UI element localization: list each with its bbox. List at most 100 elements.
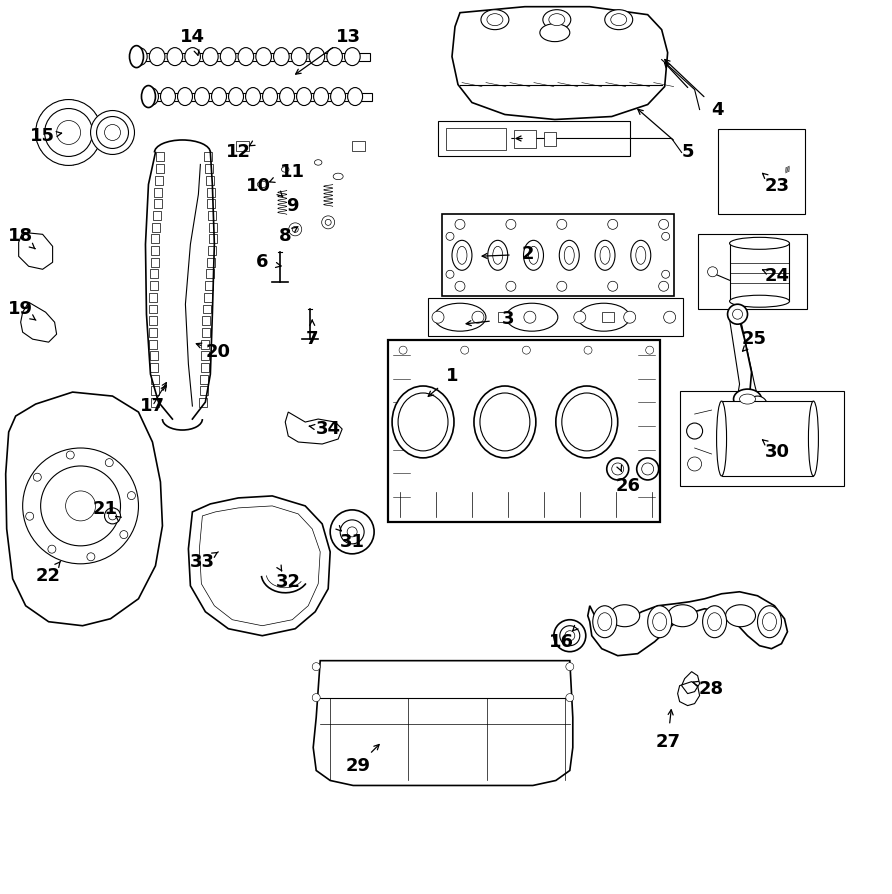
Ellipse shape <box>524 240 543 270</box>
Circle shape <box>87 552 95 561</box>
Circle shape <box>446 232 454 240</box>
Bar <box>156 164 164 173</box>
Text: 3: 3 <box>501 310 514 328</box>
Text: 14: 14 <box>180 28 205 46</box>
Bar <box>149 293 157 302</box>
Ellipse shape <box>653 612 666 630</box>
Circle shape <box>128 492 136 500</box>
Bar <box>207 199 215 208</box>
Bar <box>201 363 209 372</box>
Ellipse shape <box>549 13 565 26</box>
Ellipse shape <box>725 604 756 627</box>
Ellipse shape <box>474 386 536 458</box>
Ellipse shape <box>194 88 210 105</box>
Circle shape <box>688 457 702 471</box>
Text: 12: 12 <box>226 143 251 162</box>
Ellipse shape <box>142 86 155 107</box>
Circle shape <box>461 346 468 354</box>
Text: 19: 19 <box>8 300 33 318</box>
Ellipse shape <box>238 47 253 65</box>
Ellipse shape <box>611 13 627 26</box>
Circle shape <box>747 396 767 416</box>
Ellipse shape <box>161 88 176 105</box>
Text: 34: 34 <box>316 420 341 438</box>
Ellipse shape <box>279 88 294 105</box>
Ellipse shape <box>641 463 654 475</box>
Bar <box>388 340 660 522</box>
Bar <box>498 312 510 322</box>
Bar <box>442 215 673 296</box>
Text: 27: 27 <box>655 732 681 751</box>
Ellipse shape <box>757 606 781 637</box>
Circle shape <box>607 219 618 230</box>
Bar <box>156 153 164 162</box>
Text: 11: 11 <box>280 164 305 181</box>
Ellipse shape <box>282 166 289 173</box>
Ellipse shape <box>257 181 268 188</box>
Ellipse shape <box>392 386 454 458</box>
Bar <box>446 129 506 150</box>
Ellipse shape <box>262 88 277 105</box>
Bar <box>200 398 207 407</box>
Circle shape <box>33 473 41 481</box>
Ellipse shape <box>763 612 776 630</box>
Text: 15: 15 <box>30 128 55 146</box>
Circle shape <box>104 508 120 524</box>
Bar <box>210 234 218 243</box>
Circle shape <box>399 346 407 354</box>
Circle shape <box>312 662 320 670</box>
Ellipse shape <box>707 612 722 630</box>
Bar <box>150 363 158 372</box>
Bar <box>680 391 845 486</box>
Bar <box>149 305 157 314</box>
Circle shape <box>658 282 669 291</box>
Circle shape <box>565 630 574 641</box>
Ellipse shape <box>605 10 632 30</box>
Ellipse shape <box>131 47 147 65</box>
Circle shape <box>91 111 135 155</box>
Text: 5: 5 <box>681 143 694 162</box>
Ellipse shape <box>220 47 235 65</box>
Text: 13: 13 <box>335 28 360 46</box>
Bar <box>202 328 210 337</box>
Ellipse shape <box>487 13 503 26</box>
Ellipse shape <box>739 394 756 404</box>
Bar <box>205 281 213 290</box>
Ellipse shape <box>598 612 612 630</box>
Circle shape <box>326 219 331 225</box>
Circle shape <box>66 451 74 459</box>
Bar <box>514 131 536 148</box>
Ellipse shape <box>245 88 260 105</box>
Text: 31: 31 <box>340 533 365 551</box>
Circle shape <box>732 309 742 319</box>
Ellipse shape <box>543 10 571 30</box>
Circle shape <box>554 620 586 652</box>
Bar <box>130 53 370 61</box>
Ellipse shape <box>716 401 727 476</box>
Ellipse shape <box>211 88 227 105</box>
Bar <box>153 223 161 232</box>
Ellipse shape <box>556 386 618 458</box>
Ellipse shape <box>612 463 624 475</box>
Bar <box>351 141 365 151</box>
Text: 17: 17 <box>140 397 165 415</box>
Ellipse shape <box>808 401 819 476</box>
Ellipse shape <box>315 160 322 165</box>
Text: 32: 32 <box>276 573 301 591</box>
Bar <box>151 246 159 255</box>
Circle shape <box>557 282 566 291</box>
Ellipse shape <box>559 240 579 270</box>
Bar <box>722 401 814 476</box>
Ellipse shape <box>167 47 183 65</box>
Text: 1: 1 <box>446 367 458 385</box>
Ellipse shape <box>667 604 698 627</box>
Circle shape <box>446 270 454 278</box>
Ellipse shape <box>631 240 651 270</box>
Bar <box>206 269 214 278</box>
Bar <box>201 351 209 360</box>
Ellipse shape <box>452 240 472 270</box>
Bar <box>235 141 249 151</box>
Text: 21: 21 <box>93 500 118 518</box>
Ellipse shape <box>129 46 144 68</box>
Ellipse shape <box>149 47 165 65</box>
